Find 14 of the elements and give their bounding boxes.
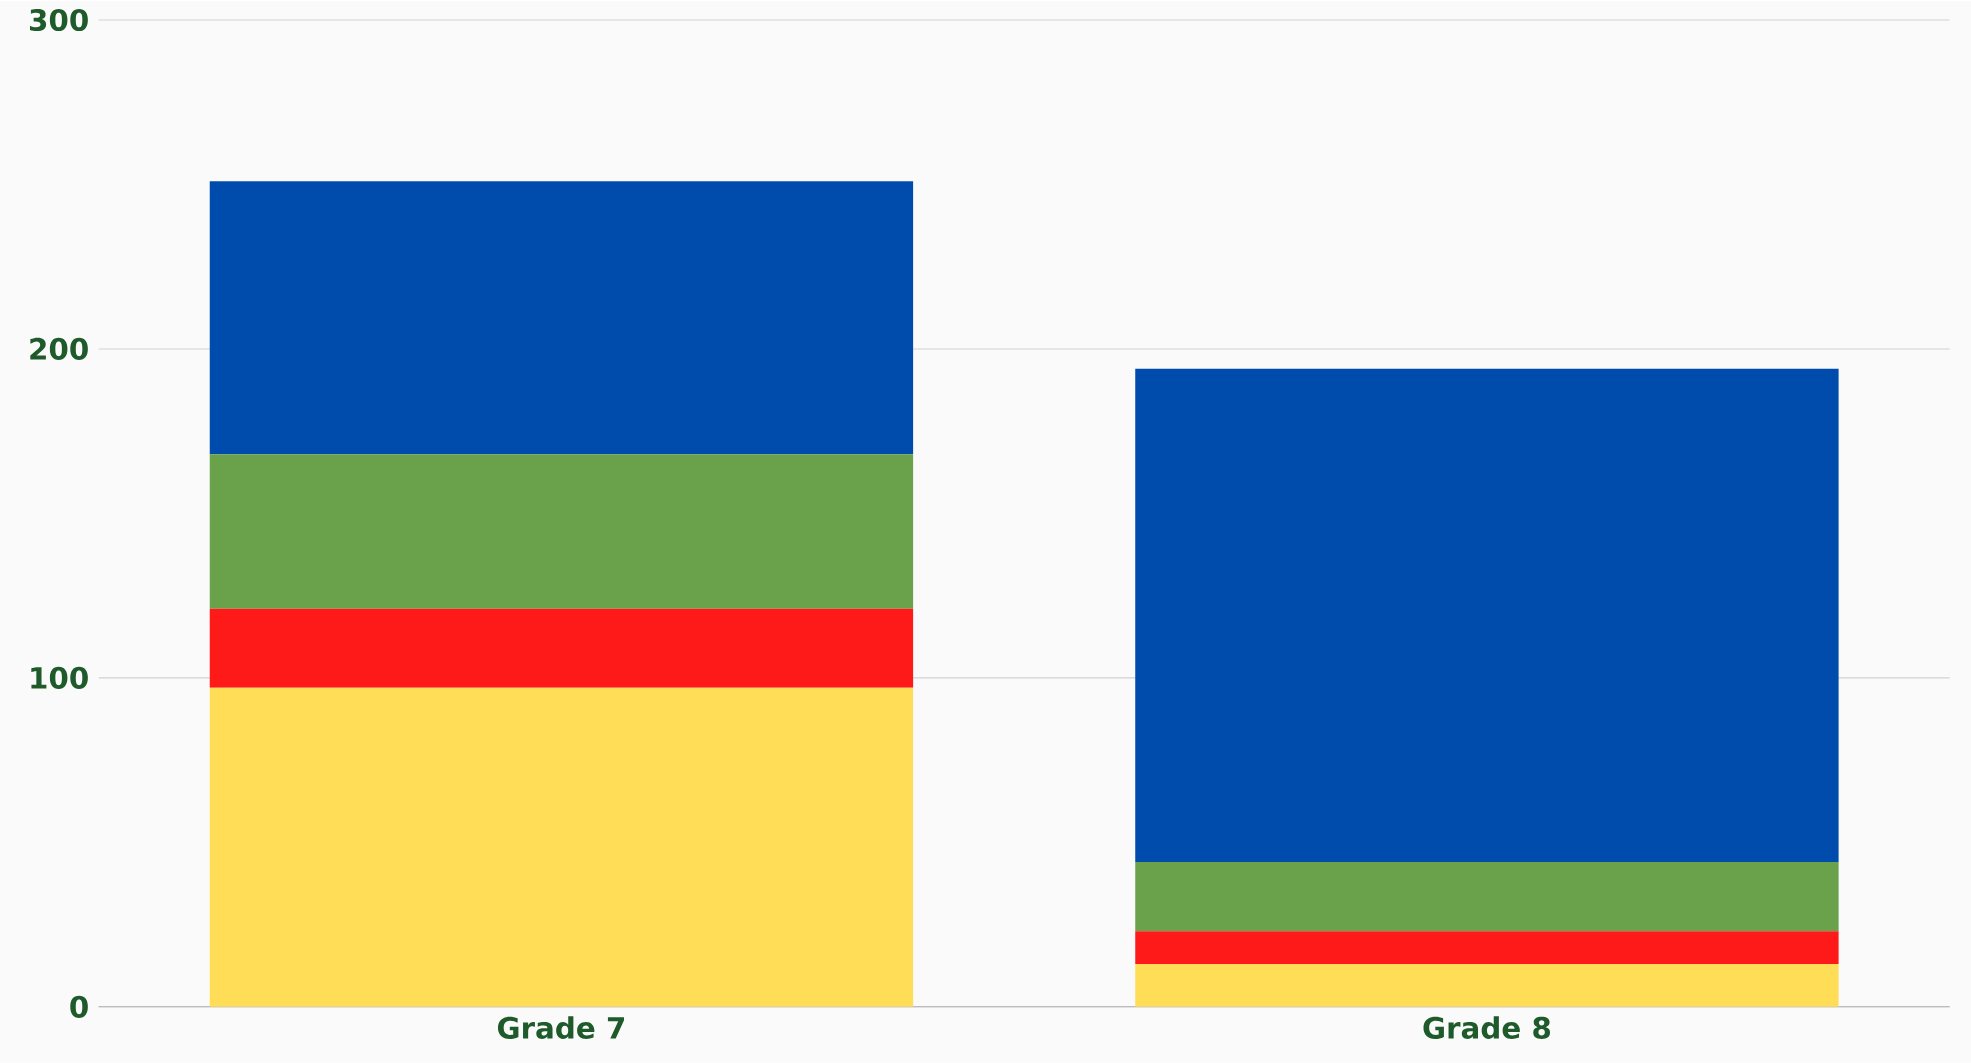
y-tick-label: 200 bbox=[30, 337, 88, 361]
x-tick-label: Grade 8 bbox=[1423, 1016, 1551, 1040]
bar bbox=[1135, 368, 1839, 863]
bar bbox=[1135, 931, 1839, 965]
bar bbox=[209, 608, 914, 688]
y-tick-label: 300 bbox=[29, 8, 88, 32]
bar bbox=[209, 687, 914, 1007]
y-tick-label: 100 bbox=[31, 666, 88, 690]
y-tick-label: 0 bbox=[70, 995, 88, 1018]
x-tick-label: Grade 7 bbox=[497, 1016, 625, 1040]
bar bbox=[209, 181, 914, 455]
bar bbox=[1135, 862, 1839, 932]
bar bbox=[209, 454, 914, 609]
bar bbox=[1135, 964, 1839, 1007]
